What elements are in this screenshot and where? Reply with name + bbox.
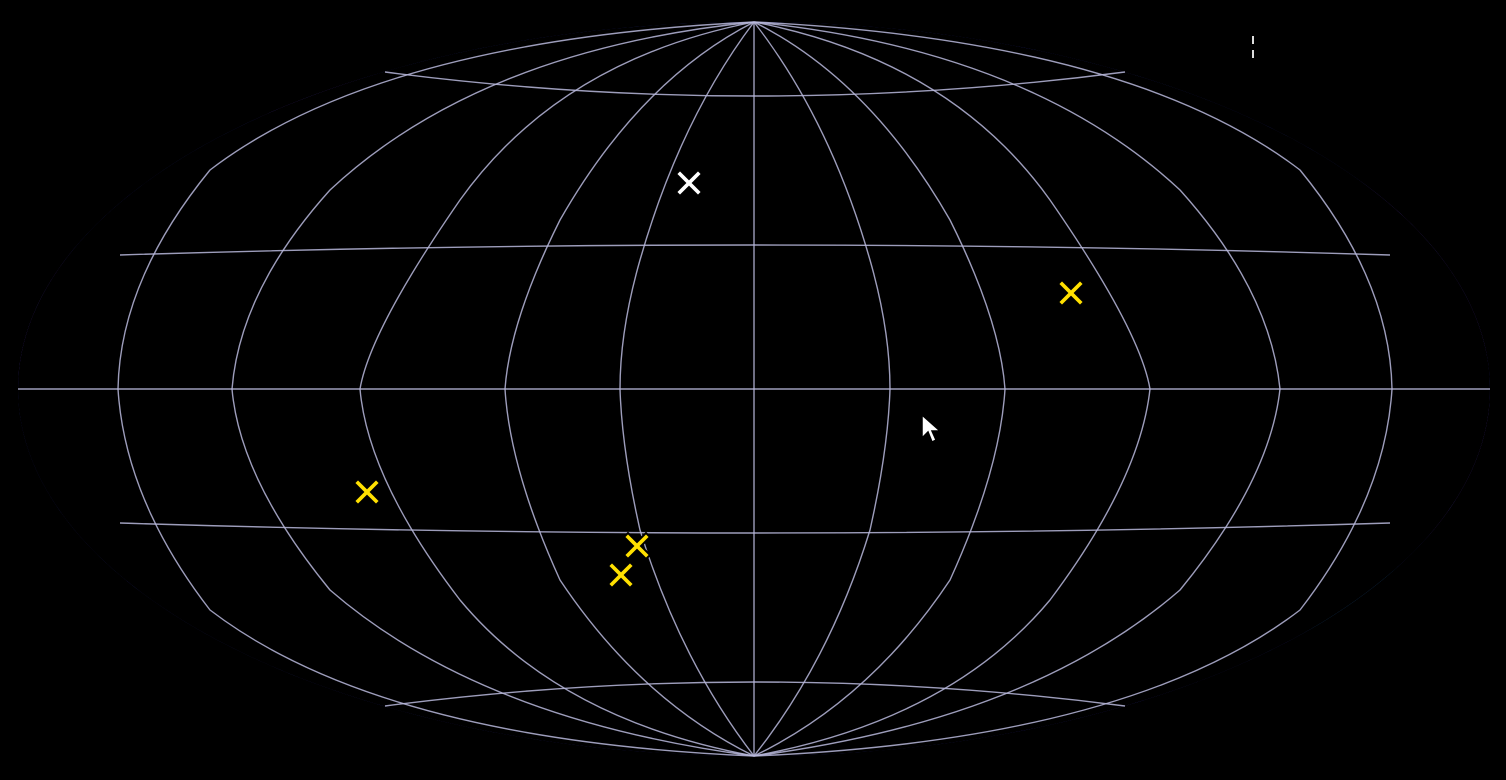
coordinate-grid <box>18 22 1490 756</box>
stray-tick-mark <box>1252 36 1254 58</box>
mouse-pointer-icon <box>921 414 943 444</box>
